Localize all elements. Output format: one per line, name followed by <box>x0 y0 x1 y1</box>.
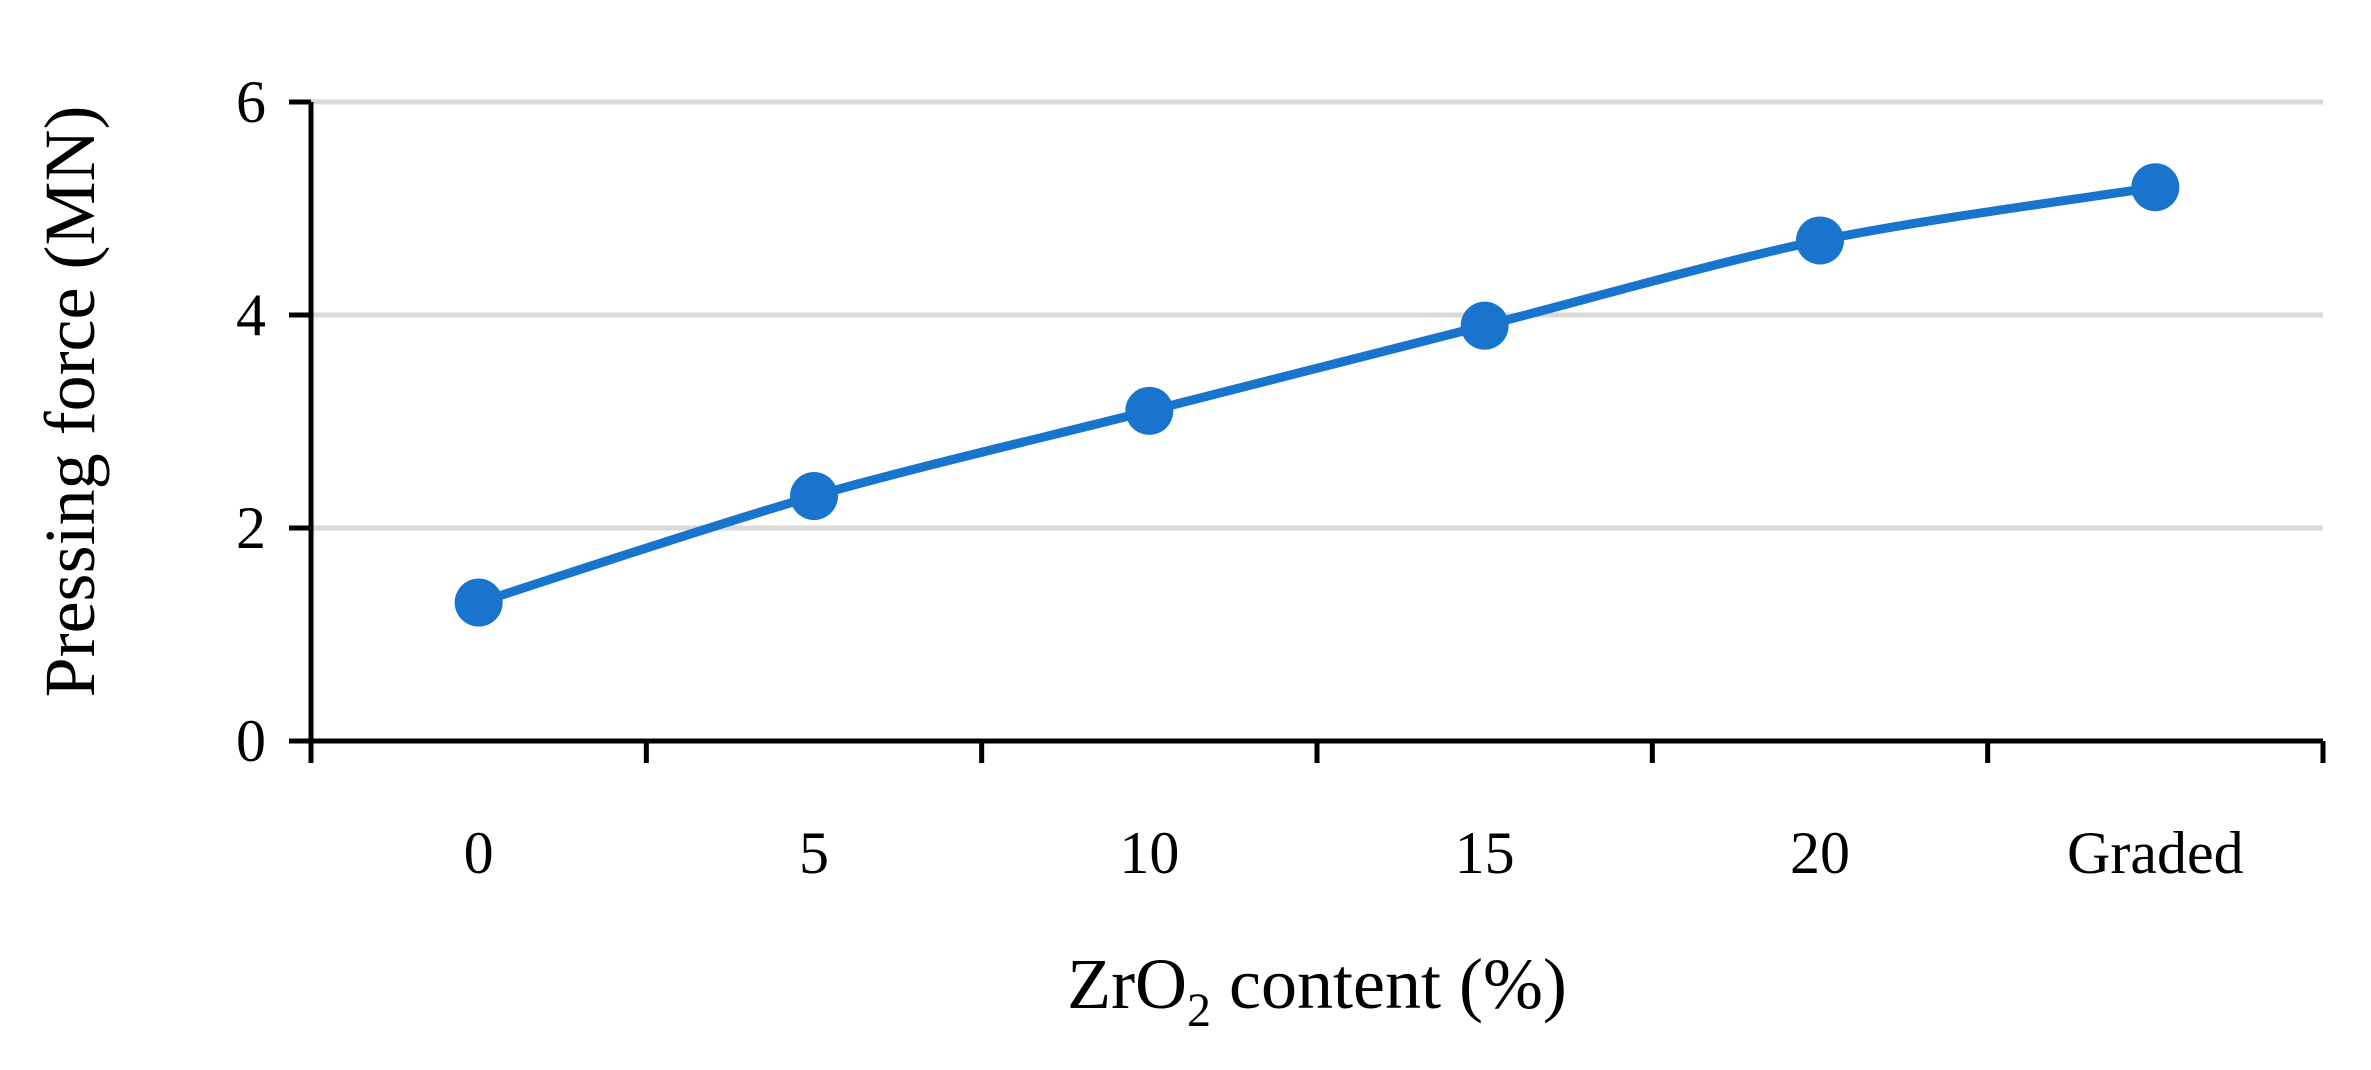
series-line <box>474 182 2160 608</box>
y-tick-label: 2 <box>236 495 266 561</box>
x-axis-title-main: ZrO <box>1067 944 1187 1024</box>
data-point <box>1796 216 1844 265</box>
y-axis-title: Pressing force (MN) <box>30 106 110 698</box>
y-tick-label: 4 <box>236 282 266 348</box>
data-point <box>2131 163 2180 212</box>
y-tick-label: 6 <box>236 69 266 135</box>
data-point <box>1125 386 1174 435</box>
x-axis-title-subscript: 2 <box>1187 984 1211 1037</box>
x-tick-label: 5 <box>799 820 829 886</box>
x-tick-label: Graded <box>2067 820 2244 886</box>
x-tick-label: 15 <box>1455 820 1515 886</box>
data-point <box>454 578 503 627</box>
axes <box>308 102 2323 744</box>
data-point <box>1460 301 1509 350</box>
gridlines <box>311 99 2323 531</box>
y-tick-label: 0 <box>236 708 266 774</box>
x-axis-title-rest: content (%) <box>1211 944 1567 1024</box>
data-point <box>790 472 838 521</box>
y-axis-ticks: 0 2 4 6 <box>236 69 311 774</box>
x-axis-ticks: 0 5 10 15 20 Graded <box>308 741 2326 886</box>
series-pressing-force <box>454 163 2180 627</box>
x-tick-label: 20 <box>1790 820 1850 886</box>
x-tick-label: 0 <box>464 820 494 886</box>
x-axis-title: ZrO2 content (%) <box>1067 944 1567 1037</box>
x-tick-label: 10 <box>1119 820 1179 886</box>
